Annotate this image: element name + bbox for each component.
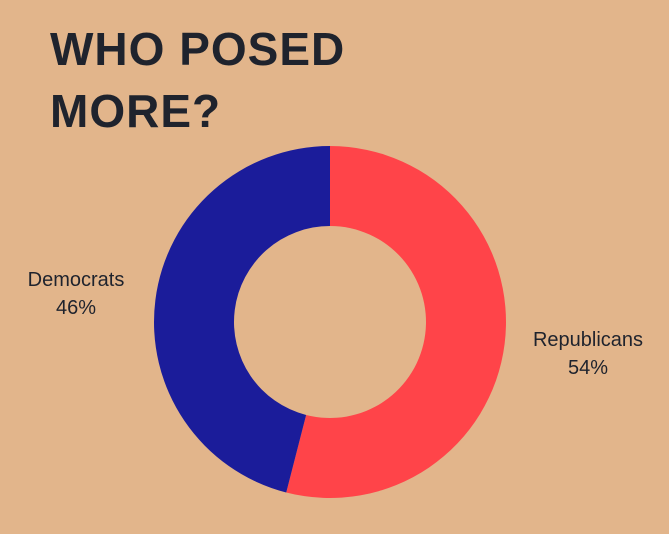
slice-labels: Republicans 54% Democrats 46%	[28, 269, 643, 379]
donut-slices	[153, 146, 506, 498]
slice-republicans	[286, 146, 506, 498]
chart-title-line-2: MORE?	[50, 85, 222, 137]
slice-value-democrats: 46%	[56, 297, 96, 319]
slice-democrats	[153, 146, 330, 493]
chart-title: WHO POSED MORE?	[50, 18, 345, 142]
slice-label-republicans: Republicans	[533, 329, 643, 351]
slice-value-republicans: 54%	[568, 357, 608, 379]
chart-title-line-1: WHO POSED	[50, 23, 346, 75]
slice-label-democrats: Democrats	[28, 269, 125, 291]
